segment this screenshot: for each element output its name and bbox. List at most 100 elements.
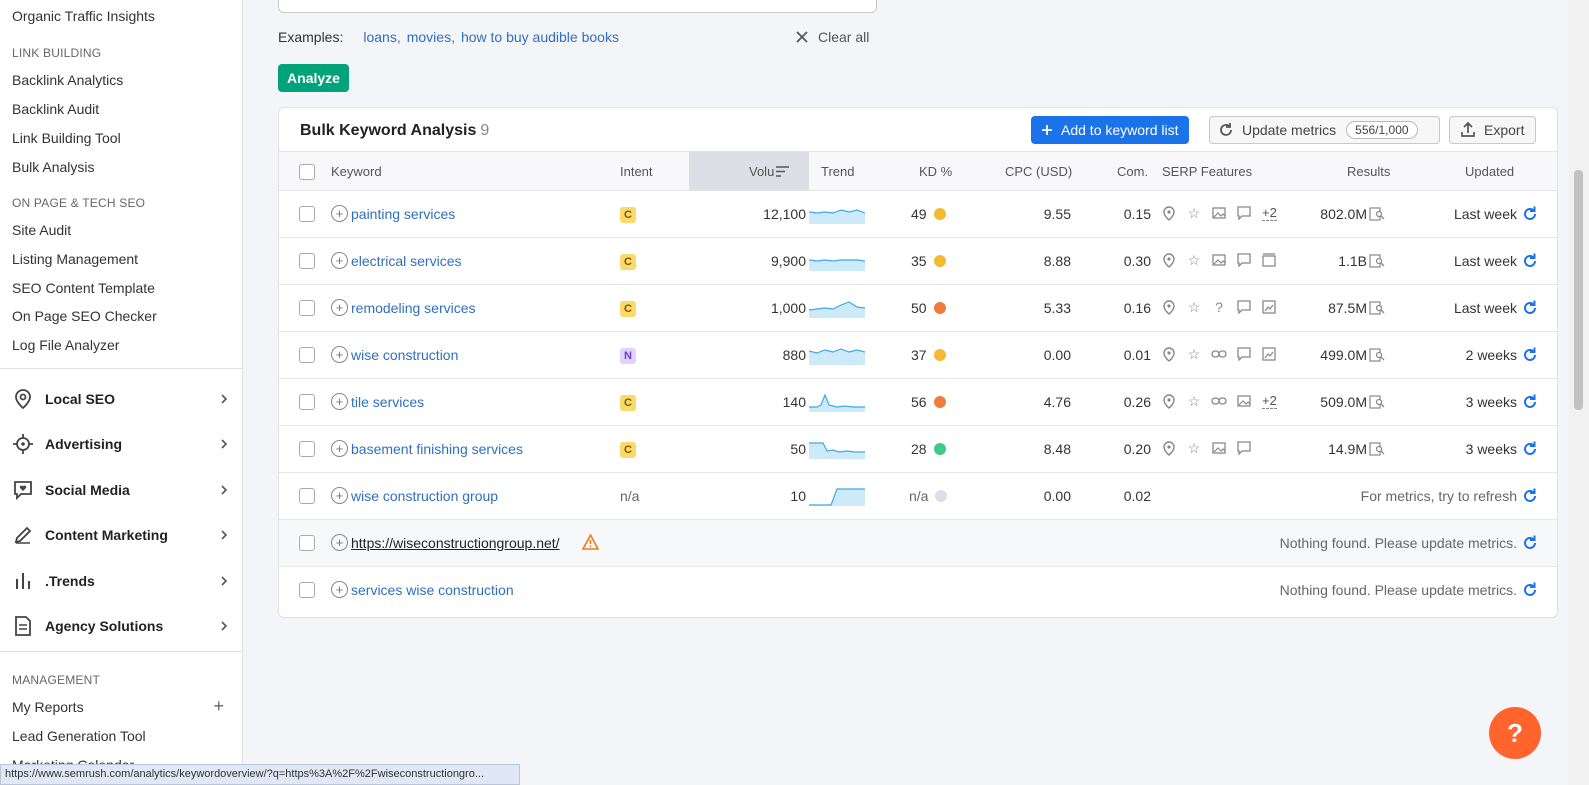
refresh-icon[interactable]: [1521, 205, 1539, 223]
faq-icon[interactable]: [1235, 204, 1253, 222]
row-checkbox[interactable]: [299, 582, 315, 598]
sidebar-group-content-marketing[interactable]: Content Marketing: [12, 523, 230, 547]
image-icon[interactable]: [1210, 204, 1228, 222]
local-pack-icon[interactable]: [1160, 204, 1178, 222]
star-icon[interactable]: ☆: [1187, 439, 1201, 456]
sidebar-group-agency-solutions[interactable]: Agency Solutions: [12, 614, 230, 638]
keyword-link[interactable]: electrical services: [351, 253, 462, 269]
faq-icon[interactable]: [1235, 345, 1253, 363]
refresh-icon[interactable]: [1521, 440, 1539, 458]
sidebar-item-link-building-tool[interactable]: Link Building Tool: [12, 130, 121, 146]
sidebar-item-seo-content-template[interactable]: SEO Content Template: [12, 280, 155, 296]
local-pack-icon[interactable]: [1160, 439, 1178, 457]
refresh-icon[interactable]: [1521, 299, 1539, 317]
question-icon[interactable]: ?: [1215, 299, 1223, 315]
analyze-button[interactable]: Analyze: [278, 64, 349, 92]
image-icon[interactable]: [1210, 251, 1228, 269]
refresh-icon[interactable]: [1521, 534, 1539, 552]
sidebar-item-backlink-audit[interactable]: Backlink Audit: [12, 101, 100, 117]
keyword-link[interactable]: painting services: [351, 206, 456, 222]
sidebar-item-my-reports[interactable]: My Reports: [12, 699, 84, 715]
serp-view-icon[interactable]: [1369, 254, 1385, 268]
local-pack-icon[interactable]: [1160, 251, 1178, 269]
sidebar-item-organic-traffic-insights[interactable]: Organic Traffic Insights: [12, 8, 155, 24]
help-button[interactable]: ?: [1489, 707, 1541, 759]
column-header-volume[interactable]: Volu: [749, 164, 775, 179]
update-metrics-button[interactable]: Update metrics 556/1,000: [1209, 116, 1440, 144]
add-keyword-icon[interactable]: +: [331, 534, 348, 551]
add-keyword-icon[interactable]: +: [331, 440, 348, 457]
keyword-link[interactable]: services wise construction: [351, 582, 514, 598]
keyword-link[interactable]: remodeling services: [351, 300, 476, 316]
image-icon[interactable]: [1210, 439, 1228, 457]
row-checkbox[interactable]: [299, 535, 315, 551]
refresh-icon[interactable]: [1521, 581, 1539, 599]
column-header-results[interactable]: Results: [1347, 164, 1391, 179]
column-header-trend[interactable]: Trend: [821, 164, 855, 179]
add-keyword-icon[interactable]: +: [331, 581, 348, 598]
star-icon[interactable]: ☆: [1187, 345, 1201, 362]
clear-all-button[interactable]: Clear all: [796, 29, 869, 45]
sidebar-group-trends[interactable]: .Trends: [12, 569, 230, 593]
keyword-input[interactable]: [278, 0, 877, 13]
image-pack-icon[interactable]: [1260, 298, 1278, 316]
serp-more-count[interactable]: +2: [1262, 393, 1277, 409]
refresh-icon[interactable]: [1521, 487, 1539, 505]
row-checkbox[interactable]: [299, 300, 315, 316]
scrollbar-thumb[interactable]: [1574, 170, 1583, 410]
sidebar-item-bulk-analysis[interactable]: Bulk Analysis: [12, 159, 95, 175]
faq-icon[interactable]: [1235, 298, 1253, 316]
column-header-intent[interactable]: Intent: [620, 164, 653, 179]
sidebar-group-social-media[interactable]: Social Media: [12, 478, 230, 502]
serp-view-icon[interactable]: [1369, 395, 1385, 409]
faq-icon[interactable]: [1235, 439, 1253, 457]
keyword-link[interactable]: basement finishing services: [351, 441, 523, 457]
keyword-link[interactable]: https://wiseconstructiongroup.net/: [351, 535, 560, 551]
local-pack-icon[interactable]: [1160, 392, 1178, 410]
sitelinks-icon[interactable]: [1210, 392, 1228, 410]
scrollbar[interactable]: [1569, 0, 1589, 785]
sidebar-item-listing-management[interactable]: Listing Management: [12, 251, 139, 267]
refresh-icon[interactable]: [1521, 393, 1539, 411]
star-icon[interactable]: ☆: [1187, 204, 1201, 221]
row-checkbox[interactable]: [299, 394, 315, 410]
sidebar-group-local-seo[interactable]: Local SEO: [12, 387, 230, 411]
sidebar-item-lead-generation-tool[interactable]: Lead Generation Tool: [12, 728, 146, 744]
sidebar-item-log-file-analyzer[interactable]: Log File Analyzer: [12, 337, 120, 353]
sort-icon[interactable]: [776, 166, 789, 177]
column-header-keyword[interactable]: Keyword: [331, 164, 382, 179]
add-keyword-icon[interactable]: +: [331, 346, 348, 363]
row-checkbox[interactable]: [299, 441, 315, 457]
serp-view-icon[interactable]: [1369, 207, 1385, 221]
warning-icon[interactable]: [582, 534, 599, 550]
row-checkbox[interactable]: [299, 488, 315, 504]
serp-view-icon[interactable]: [1369, 348, 1385, 362]
add-keyword-icon[interactable]: +: [331, 487, 348, 504]
star-icon[interactable]: ☆: [1187, 392, 1201, 409]
export-button[interactable]: Export: [1449, 116, 1536, 144]
column-header-cpc[interactable]: CPC (USD): [1005, 164, 1073, 179]
serp-view-icon[interactable]: [1369, 442, 1385, 456]
column-header-updated[interactable]: Updated: [1465, 164, 1515, 179]
example-link-movies[interactable]: movies,: [406, 29, 455, 45]
example-link-audible[interactable]: how to buy audible books: [460, 29, 619, 45]
refresh-icon[interactable]: [1521, 252, 1539, 270]
faq-icon[interactable]: [1235, 251, 1253, 269]
add-keyword-icon[interactable]: +: [331, 252, 348, 269]
column-header-serp-features[interactable]: SERP Features: [1162, 164, 1253, 179]
refresh-icon[interactable]: [1521, 346, 1539, 364]
add-report-icon[interactable]: +: [213, 696, 224, 716]
image-pack-icon[interactable]: [1260, 345, 1278, 363]
local-pack-icon[interactable]: [1160, 298, 1178, 316]
ads-icon[interactable]: [1260, 251, 1278, 269]
sidebar-item-backlink-analytics[interactable]: Backlink Analytics: [12, 72, 124, 88]
serp-more-count[interactable]: +2: [1262, 205, 1277, 221]
column-header-com[interactable]: Com.: [1117, 164, 1149, 179]
keyword-link[interactable]: wise construction group: [351, 488, 499, 504]
star-icon[interactable]: ☆: [1187, 251, 1201, 268]
add-keyword-icon[interactable]: +: [331, 393, 348, 410]
keyword-link[interactable]: wise construction: [351, 347, 459, 363]
keyword-link[interactable]: tile services: [351, 394, 425, 410]
example-link-loans[interactable]: loans,: [363, 29, 401, 45]
add-keyword-icon[interactable]: +: [331, 299, 348, 316]
